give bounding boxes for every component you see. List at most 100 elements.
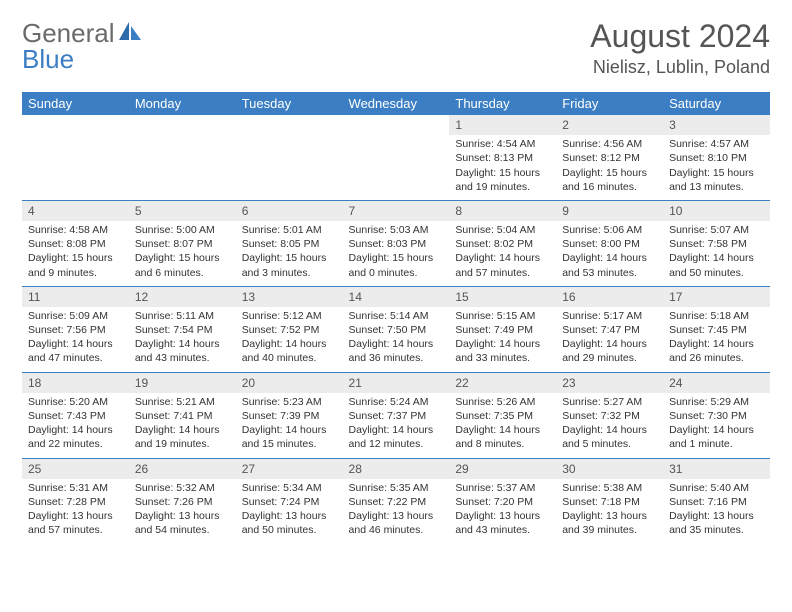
daylight-text: Daylight: 14 hours and 57 minutes. [455,251,550,279]
daylight-text: Daylight: 15 hours and 16 minutes. [562,166,657,194]
calendar-cell: 23Sunrise: 5:27 AMSunset: 7:32 PMDayligh… [556,372,663,458]
day-number: 2 [556,115,663,135]
daylight-text: Daylight: 14 hours and 22 minutes. [28,423,123,451]
day-number: 31 [663,459,770,479]
day-number: 1 [449,115,556,135]
sunrise-text: Sunrise: 5:34 AM [242,481,337,495]
day-number: 14 [343,287,450,307]
sunrise-text: Sunrise: 5:00 AM [135,223,230,237]
calendar-cell: 14Sunrise: 5:14 AMSunset: 7:50 PMDayligh… [343,286,450,372]
calendar-cell: 26Sunrise: 5:32 AMSunset: 7:26 PMDayligh… [129,458,236,543]
day-header-row: SundayMondayTuesdayWednesdayThursdayFrid… [22,92,770,115]
location: Nielisz, Lublin, Poland [590,57,770,78]
sunset-text: Sunset: 7:26 PM [135,495,230,509]
calendar-cell: 29Sunrise: 5:37 AMSunset: 7:20 PMDayligh… [449,458,556,543]
sunset-text: Sunset: 7:24 PM [242,495,337,509]
day-body: Sunrise: 5:40 AMSunset: 7:16 PMDaylight:… [663,479,770,544]
day-number: 23 [556,373,663,393]
sunrise-text: Sunrise: 4:54 AM [455,137,550,151]
logo-sail-icon [117,20,143,47]
month-title: August 2024 [590,18,770,55]
calendar-cell: 9Sunrise: 5:06 AMSunset: 8:00 PMDaylight… [556,200,663,286]
day-number: 16 [556,287,663,307]
day-body: Sunrise: 5:20 AMSunset: 7:43 PMDaylight:… [22,393,129,458]
day-number: 15 [449,287,556,307]
daylight-text: Daylight: 15 hours and 19 minutes. [455,166,550,194]
day-body: Sunrise: 5:34 AMSunset: 7:24 PMDaylight:… [236,479,343,544]
daylight-text: Daylight: 14 hours and 12 minutes. [349,423,444,451]
day-body: Sunrise: 5:21 AMSunset: 7:41 PMDaylight:… [129,393,236,458]
sunset-text: Sunset: 8:13 PM [455,151,550,165]
daylight-text: Daylight: 13 hours and 57 minutes. [28,509,123,537]
sunrise-text: Sunrise: 5:12 AM [242,309,337,323]
day-body: Sunrise: 5:24 AMSunset: 7:37 PMDaylight:… [343,393,450,458]
calendar-cell: 13Sunrise: 5:12 AMSunset: 7:52 PMDayligh… [236,286,343,372]
title-block: August 2024 Nielisz, Lublin, Poland [590,18,770,78]
sunset-text: Sunset: 8:03 PM [349,237,444,251]
day-body: Sunrise: 4:57 AMSunset: 8:10 PMDaylight:… [663,135,770,200]
day-body: Sunrise: 5:32 AMSunset: 7:26 PMDaylight:… [129,479,236,544]
calendar-cell-empty [343,115,450,200]
sunrise-text: Sunrise: 5:15 AM [455,309,550,323]
daylight-text: Daylight: 14 hours and 5 minutes. [562,423,657,451]
sunrise-text: Sunrise: 5:24 AM [349,395,444,409]
daylight-text: Daylight: 14 hours and 19 minutes. [135,423,230,451]
calendar-row: 11Sunrise: 5:09 AMSunset: 7:56 PMDayligh… [22,286,770,372]
sunrise-text: Sunrise: 5:23 AM [242,395,337,409]
sunrise-text: Sunrise: 5:01 AM [242,223,337,237]
day-number: 10 [663,201,770,221]
sunset-text: Sunset: 8:02 PM [455,237,550,251]
day-number: 26 [129,459,236,479]
daylight-text: Daylight: 14 hours and 36 minutes. [349,337,444,365]
day-number: 13 [236,287,343,307]
day-number: 18 [22,373,129,393]
sunset-text: Sunset: 7:22 PM [349,495,444,509]
sunrise-text: Sunrise: 4:56 AM [562,137,657,151]
sunset-text: Sunset: 7:32 PM [562,409,657,423]
sunset-text: Sunset: 7:56 PM [28,323,123,337]
day-header: Sunday [22,92,129,115]
calendar-cell: 22Sunrise: 5:26 AMSunset: 7:35 PMDayligh… [449,372,556,458]
sunrise-text: Sunrise: 4:57 AM [669,137,764,151]
sunrise-text: Sunrise: 5:37 AM [455,481,550,495]
daylight-text: Daylight: 13 hours and 46 minutes. [349,509,444,537]
day-number [129,115,236,135]
calendar-cell: 24Sunrise: 5:29 AMSunset: 7:30 PMDayligh… [663,372,770,458]
sunset-text: Sunset: 8:07 PM [135,237,230,251]
day-body: Sunrise: 4:54 AMSunset: 8:13 PMDaylight:… [449,135,556,200]
sunrise-text: Sunrise: 5:03 AM [349,223,444,237]
day-number: 4 [22,201,129,221]
day-number: 12 [129,287,236,307]
sunset-text: Sunset: 7:43 PM [28,409,123,423]
daylight-text: Daylight: 14 hours and 1 minute. [669,423,764,451]
calendar-cell: 21Sunrise: 5:24 AMSunset: 7:37 PMDayligh… [343,372,450,458]
day-body: Sunrise: 5:07 AMSunset: 7:58 PMDaylight:… [663,221,770,286]
day-body: Sunrise: 5:11 AMSunset: 7:54 PMDaylight:… [129,307,236,372]
day-header: Friday [556,92,663,115]
calendar-cell: 8Sunrise: 5:04 AMSunset: 8:02 PMDaylight… [449,200,556,286]
day-body: Sunrise: 5:04 AMSunset: 8:02 PMDaylight:… [449,221,556,286]
calendar-row: 25Sunrise: 5:31 AMSunset: 7:28 PMDayligh… [22,458,770,543]
calendar-cell: 16Sunrise: 5:17 AMSunset: 7:47 PMDayligh… [556,286,663,372]
day-body: Sunrise: 4:56 AMSunset: 8:12 PMDaylight:… [556,135,663,200]
day-body: Sunrise: 4:58 AMSunset: 8:08 PMDaylight:… [22,221,129,286]
sunset-text: Sunset: 7:52 PM [242,323,337,337]
day-number [22,115,129,135]
sunrise-text: Sunrise: 5:38 AM [562,481,657,495]
sunset-text: Sunset: 8:05 PM [242,237,337,251]
day-body: Sunrise: 5:09 AMSunset: 7:56 PMDaylight:… [22,307,129,372]
sunrise-text: Sunrise: 5:14 AM [349,309,444,323]
calendar-cell: 7Sunrise: 5:03 AMSunset: 8:03 PMDaylight… [343,200,450,286]
day-body: Sunrise: 5:15 AMSunset: 7:49 PMDaylight:… [449,307,556,372]
daylight-text: Daylight: 14 hours and 43 minutes. [135,337,230,365]
daylight-text: Daylight: 13 hours and 35 minutes. [669,509,764,537]
day-body: Sunrise: 5:27 AMSunset: 7:32 PMDaylight:… [556,393,663,458]
day-number: 22 [449,373,556,393]
day-body: Sunrise: 5:03 AMSunset: 8:03 PMDaylight:… [343,221,450,286]
sunset-text: Sunset: 7:35 PM [455,409,550,423]
daylight-text: Daylight: 14 hours and 33 minutes. [455,337,550,365]
sunrise-text: Sunrise: 5:29 AM [669,395,764,409]
day-body: Sunrise: 5:26 AMSunset: 7:35 PMDaylight:… [449,393,556,458]
sunset-text: Sunset: 7:37 PM [349,409,444,423]
day-number: 7 [343,201,450,221]
